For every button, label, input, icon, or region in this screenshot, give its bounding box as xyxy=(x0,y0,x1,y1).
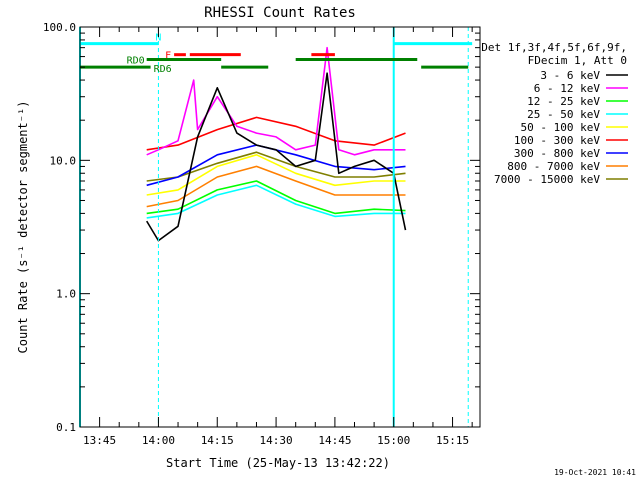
series-line xyxy=(146,151,406,182)
x-tick-label: 15:15 xyxy=(436,434,469,447)
y-tick-label: 100.0 xyxy=(43,21,76,34)
legend-label: 12 - 25 keV xyxy=(527,95,600,108)
legend-header-line-1: Det 1f,3f,4f,5f,6f,9f, xyxy=(481,41,627,54)
x-tick-label: 13:45 xyxy=(83,434,116,447)
y-tick-label: 0.1 xyxy=(56,421,76,434)
y-axis-label: Count Rate (s⁻¹ detector segment⁻¹) xyxy=(16,101,30,354)
chart-title: RHESSI Count Rates xyxy=(204,5,356,21)
legend-label: 300 - 800 keV xyxy=(514,147,600,160)
legend-label: 100 - 300 keV xyxy=(514,134,600,147)
legend-header-line-2: FDecim 1, Att 0 xyxy=(528,54,627,67)
flag-label: F xyxy=(165,51,171,62)
flag-label: RD6 xyxy=(154,64,172,75)
x-tick-label: 14:30 xyxy=(260,434,293,447)
vertical-markers xyxy=(79,27,469,427)
x-tick-label: 14:45 xyxy=(318,434,351,447)
x-tick-label: 15:00 xyxy=(377,434,410,447)
legend-label: 50 - 100 keV xyxy=(521,121,601,134)
plot-frame xyxy=(79,26,481,428)
timestamp: 19-Oct-2021 10:41 xyxy=(554,468,636,477)
series-line xyxy=(146,72,407,242)
x-tick-label: 14:15 xyxy=(201,434,234,447)
series-line xyxy=(146,184,406,219)
legend-label: 3 - 6 keV xyxy=(540,69,600,82)
axes: 0.1 1.0 10.0 100.0 13:45 14:00 14:15 14:30 14:45… xyxy=(43,21,480,447)
x-tick-label: 14:00 xyxy=(142,434,175,447)
series-line xyxy=(146,46,406,156)
x-axis-label: Start Time (25-May-13 13:42:22) xyxy=(166,456,390,470)
legend-label: 800 - 7000 keV xyxy=(507,160,600,173)
y-tick-label: 10.0 xyxy=(50,154,77,167)
legend-label: 6 - 12 keV xyxy=(534,82,601,95)
y-tick-label: 1.0 xyxy=(56,288,76,301)
series-line xyxy=(146,116,406,151)
flag-bars: NF RD0 RD6 xyxy=(80,33,473,75)
flag-label: N xyxy=(155,33,161,44)
series-line xyxy=(146,154,406,196)
plot-area xyxy=(146,46,407,242)
flag-label: RD0 xyxy=(127,56,145,67)
series-line xyxy=(146,180,406,215)
legend-label: 25 - 50 keV xyxy=(527,108,600,121)
legend-label: 7000 - 15000 keV xyxy=(494,173,600,186)
